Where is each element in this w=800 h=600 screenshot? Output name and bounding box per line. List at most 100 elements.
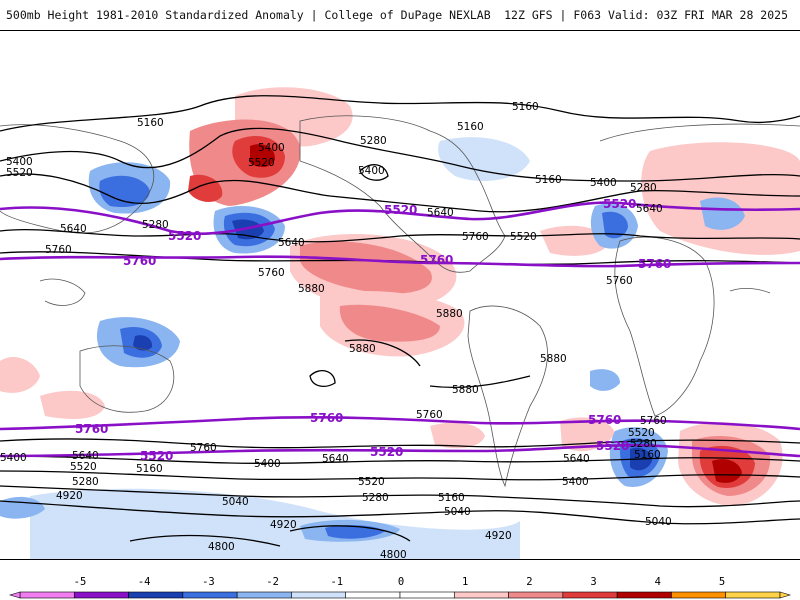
label-5160: 5160: [535, 174, 562, 186]
colorbar: -5 -4 -3 -2 -1 0 1 2 3 4 5: [8, 576, 792, 599]
label-5520-purple: 5520: [168, 229, 201, 243]
colorbar-segment: [73, 591, 129, 599]
colorbar-tick-label: -3: [202, 576, 215, 588]
colorbar-segment: [128, 591, 184, 599]
label-5400: 5400: [0, 452, 27, 464]
label-5160: 5160: [457, 121, 484, 133]
label-5880: 5880: [540, 353, 567, 365]
label-5520-purple: 5520: [603, 197, 636, 211]
reference-contours: [0, 201, 800, 458]
label-5760-purple: 5760: [588, 413, 621, 427]
label-5760-purple: 5760: [123, 254, 156, 268]
colorbar-tick-label: 4: [655, 576, 661, 588]
label-4920: 4920: [270, 519, 297, 531]
label-4800: 4800: [380, 549, 407, 560]
label-5520-purple: 5520: [140, 449, 173, 463]
anomaly-map[interactable]: 5160 5160 5160 5160 5400 5400 5400 5400 …: [0, 30, 800, 560]
label-5520: 5520: [358, 476, 385, 488]
label-5520: 5520: [248, 157, 275, 169]
colorbar-tick-label: 1: [462, 576, 468, 588]
label-5520: 5520: [70, 461, 97, 473]
colorbar-tick-label: 3: [590, 576, 596, 588]
label-5520: 5520: [628, 427, 655, 439]
colorbar-segment: [345, 591, 401, 599]
label-5400: 5400: [254, 458, 281, 470]
label-5880: 5880: [298, 283, 325, 295]
label-5160: 5160: [137, 117, 164, 129]
colorbar-tick-label: 5: [719, 576, 725, 588]
colorbar-max-arrow: [779, 591, 792, 599]
label-5400: 5400: [358, 165, 385, 177]
height-contours: [0, 95, 800, 547]
label-5640: 5640: [60, 223, 87, 235]
label-5280: 5280: [72, 476, 99, 488]
label-4920: 4920: [485, 530, 512, 542]
label-5760: 5760: [416, 409, 443, 421]
label-5880: 5880: [452, 384, 479, 396]
colorbar-segment: [616, 591, 672, 599]
label-5040: 5040: [444, 506, 471, 518]
label-5040: 5040: [222, 496, 249, 508]
colorbar-tick-label: -1: [330, 576, 343, 588]
colorbar-segment: [508, 591, 564, 599]
label-5640: 5640: [563, 453, 590, 465]
label-5520-purple: 5520: [370, 445, 403, 459]
product-title: 500mb Height 1981-2010 Standardized Anom…: [6, 8, 491, 22]
label-5280: 5280: [630, 182, 657, 194]
label-5280: 5280: [630, 438, 657, 450]
label-5400: 5400: [258, 142, 285, 154]
label-5880: 5880: [349, 343, 376, 355]
positive-anomaly-shading: [0, 87, 800, 506]
contour-labels: 5160 5160 5160 5160 5400 5400 5400 5400 …: [0, 101, 672, 560]
model-run-info: 12Z GFS | F063 Valid: 03Z FRI MAR 28 202…: [504, 8, 788, 22]
label-5760: 5760: [45, 244, 72, 256]
label-5040: 5040: [645, 516, 672, 528]
label-5520: 5520: [510, 231, 537, 243]
label-5400: 5400: [562, 476, 589, 488]
label-5880: 5880: [436, 308, 463, 320]
colorbar-segment: [399, 591, 455, 599]
label-5160: 5160: [512, 101, 539, 113]
label-5760: 5760: [258, 267, 285, 279]
label-5160: 5160: [438, 492, 465, 504]
label-5640: 5640: [72, 450, 99, 462]
label-5160: 5160: [634, 449, 661, 461]
label-5760: 5760: [462, 231, 489, 243]
label-5400: 5400: [590, 177, 617, 189]
label-5640: 5640: [322, 453, 349, 465]
label-5760-purple: 5760: [310, 411, 343, 425]
label-5760: 5760: [190, 442, 217, 454]
colorbar-tick-label: -4: [138, 576, 151, 588]
colorbar-tick-label: -2: [266, 576, 279, 588]
colorbar-segment: [19, 591, 75, 599]
label-4800: 4800: [208, 541, 235, 553]
colorbar-segment: [236, 591, 292, 599]
label-5160: 5160: [136, 463, 163, 475]
colorbar-segment: [725, 591, 781, 599]
colorbar-segment: [453, 591, 509, 599]
colorbar-segment: [671, 591, 727, 599]
colorbar-ticks: -5 -4 -3 -2 -1 0 1 2 3 4 5: [74, 576, 725, 588]
label-5520-purple: 5520: [596, 439, 629, 453]
label-5760-purple: 5760: [75, 422, 108, 436]
map-header: 500mb Height 1981-2010 Standardized Anom…: [0, 0, 800, 30]
label-5280: 5280: [360, 135, 387, 147]
label-5760: 5760: [606, 275, 633, 287]
label-5520: 5520: [6, 167, 33, 179]
label-5400: 5400: [6, 156, 33, 168]
label-5760: 5760: [640, 415, 667, 427]
label-5760-purple: 5760: [420, 253, 453, 267]
colorbar-segments: [8, 591, 792, 599]
label-5640: 5640: [278, 237, 305, 249]
colorbar-segment: [562, 591, 618, 599]
colorbar-tick-label: -5: [74, 576, 87, 588]
colorbar-tick-label: 0: [398, 576, 404, 588]
colorbar-segment: [291, 591, 347, 599]
label-4920: 4920: [56, 490, 83, 502]
label-5520-purple: 5520: [384, 203, 417, 217]
colorbar-min-arrow: [8, 591, 21, 599]
label-5640: 5640: [427, 207, 454, 219]
label-5640: 5640: [636, 203, 663, 215]
colorbar-tick-label: 2: [526, 576, 532, 588]
label-5280: 5280: [142, 219, 169, 231]
